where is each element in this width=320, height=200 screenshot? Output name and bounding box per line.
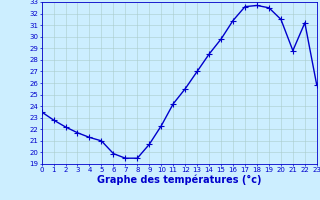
X-axis label: Graphe des températures (°c): Graphe des températures (°c) xyxy=(97,175,261,185)
